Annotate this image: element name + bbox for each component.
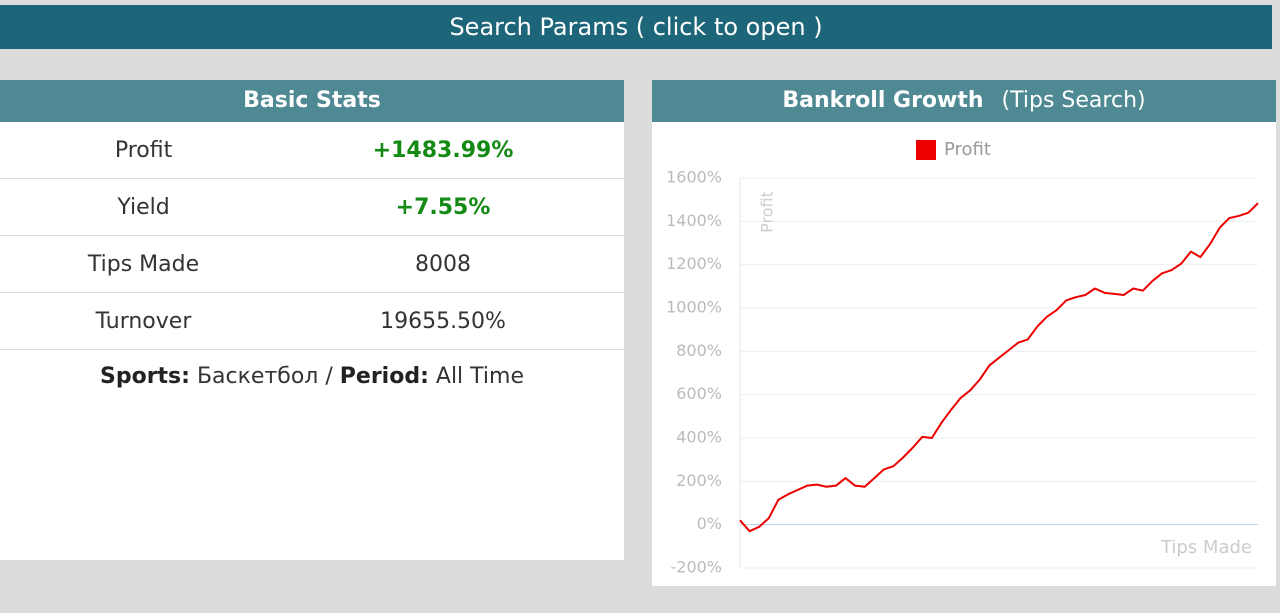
stat-label: Turnover [95,308,192,334]
stat-value: 19655.50% [380,308,506,334]
filter-label: Sports: [99,364,190,389]
y-tick-label: -200% [670,558,722,577]
chart-panel: Bankroll Growth (Tips Search) -200% 0% 200%… [652,80,1276,586]
y-tick-label: 600% [676,384,722,403]
stat-row: Turnover 19655.50% [0,293,624,350]
y-tick-label: 1000% [666,298,722,317]
y-tick-label: 1200% [666,254,722,273]
panel-title: Basic Stats [0,80,624,122]
stat-value: +1483.99% [372,137,514,163]
stat-row: Profit +1483.99% [0,122,624,179]
series-line [739,202,1259,533]
stat-label: Tips Made [87,251,200,277]
y-tick-label: 400% [676,428,722,447]
y-tick-label: 1600% [666,168,722,187]
x-axis-label: Tips Made [1160,537,1252,558]
y-tick-label: 0% [697,514,722,533]
y-axis-label: Profit [758,191,777,233]
chart: -200% 0% 200% 400% 600% 800% 1000% 1200% 1400% 16… [666,139,1259,577]
search-params-toggle[interactable]: Search Params ( click to open ) [0,5,1272,49]
filter-value: All Time [435,364,524,389]
y-tick-label: 800% [676,341,722,360]
stat-label: Yield [117,194,170,220]
filter-label: Period: [339,364,429,389]
y-tick-label: 1400% [666,211,722,230]
stat-label: Profit [114,137,173,163]
chart-subtitle: (Tips Search) [1001,88,1146,113]
filter-value: Баскетбол [196,364,319,389]
stat-row: Tips Made 8008 [0,236,624,293]
stat-value: +7.55% [395,194,491,220]
legend-swatch [916,140,936,160]
legend-label: Profit [944,139,991,160]
basic-stats-panel: Basic Stats Profit +1483.99% Yield +7.55% … [0,80,624,560]
stat-value: 8008 [415,251,472,277]
filters: Sports: Баскетбол / Period: All Time [0,350,624,389]
stat-row: Yield +7.55% [0,179,624,236]
chart-title: Bankroll Growth [782,88,984,113]
y-tick-label: 200% [676,471,722,490]
panel-title: Bankroll Growth (Tips Search) [652,80,1276,122]
separator: / [325,364,333,389]
